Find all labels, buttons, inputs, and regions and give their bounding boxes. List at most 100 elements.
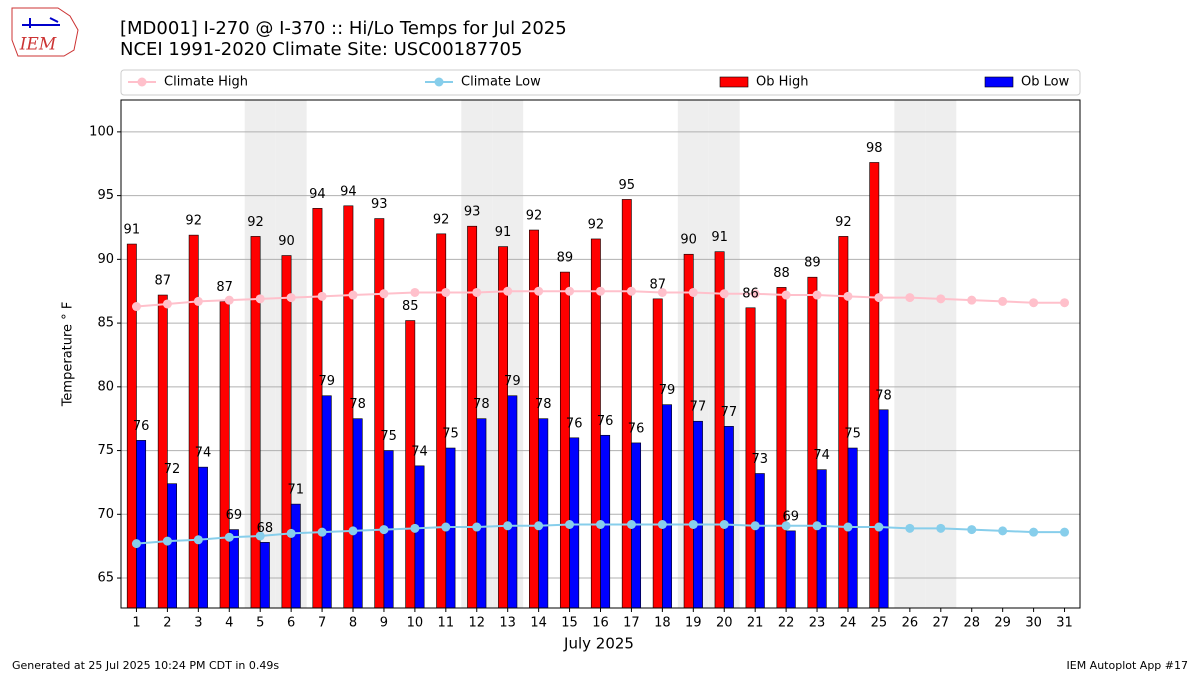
legend-box <box>120 69 1081 96</box>
x-tick-label: 28 <box>963 616 980 631</box>
x-tick-label: 1 <box>132 616 140 631</box>
x-tick-label: 27 <box>933 616 950 631</box>
x-tick-label: 31 <box>1056 616 1073 631</box>
chart-title: [MD001] I-270 @ I-370 :: Hi/Lo Temps for… <box>120 18 567 39</box>
data-label: 74 <box>195 446 212 461</box>
point <box>162 536 172 546</box>
data-label: 72 <box>164 462 181 477</box>
data-label: 75 <box>442 427 459 442</box>
point <box>874 522 884 532</box>
point <box>255 531 265 541</box>
legend-label: Climate High <box>164 75 248 90</box>
y-tick-label: 80 <box>97 379 114 394</box>
bar <box>529 229 539 609</box>
bar <box>157 294 168 609</box>
point <box>224 532 234 542</box>
data-label: 92 <box>433 212 450 227</box>
x-tick-label: 18 <box>654 616 671 631</box>
point <box>596 520 605 530</box>
data-label: 92 <box>526 209 543 224</box>
y-tick-label: 90 <box>97 252 114 267</box>
point <box>255 294 265 304</box>
data-label: 92 <box>185 214 202 229</box>
point <box>596 286 605 296</box>
data-label: 76 <box>566 416 583 431</box>
bar <box>785 530 796 609</box>
x-axis-label: July 2025 <box>563 635 634 653</box>
bar <box>538 418 549 609</box>
data-label: 92 <box>247 215 264 230</box>
point <box>905 523 915 533</box>
data-label: 76 <box>597 414 614 429</box>
point <box>1060 298 1070 308</box>
point <box>379 525 389 535</box>
bar <box>693 420 703 609</box>
chart-subtitle: NCEI 1991-2020 Climate Site: USC00187705 <box>120 39 522 60</box>
plot-area <box>121 100 1080 609</box>
data-label: 74 <box>411 444 428 459</box>
point <box>998 296 1008 306</box>
x-tick-label: 24 <box>840 616 857 631</box>
footer-left: Generated at 25 Jul 2025 10:24 PM CDT in… <box>12 659 279 672</box>
legend-label: Ob High <box>756 75 809 90</box>
bar <box>290 503 301 609</box>
point <box>843 522 853 532</box>
logo-outline <box>11 7 79 57</box>
point <box>193 296 203 306</box>
x-tick-label: 19 <box>685 616 702 631</box>
point <box>565 286 575 296</box>
point <box>503 286 513 296</box>
point <box>379 289 389 299</box>
x-tick-label: 21 <box>747 616 764 631</box>
x-tick-label: 14 <box>530 616 547 631</box>
y-tick-label: 85 <box>97 316 114 331</box>
x-tick-label: 15 <box>561 616 578 631</box>
point <box>750 521 760 531</box>
data-label: 69 <box>226 508 243 523</box>
point <box>657 287 667 297</box>
point <box>1029 298 1039 308</box>
point <box>781 290 791 300</box>
point <box>534 286 544 296</box>
point <box>688 520 698 530</box>
data-label: 87 <box>216 280 233 295</box>
data-label: 78 <box>875 388 892 403</box>
point <box>905 293 915 303</box>
y-tick-label: 75 <box>97 443 114 458</box>
data-label: 71 <box>288 483 305 498</box>
bar <box>374 218 385 609</box>
point <box>719 289 729 299</box>
data-label: 85 <box>402 299 419 314</box>
point <box>626 286 636 296</box>
bar <box>259 542 270 609</box>
data-label: 91 <box>495 225 512 240</box>
point <box>193 535 203 545</box>
data-label: 93 <box>464 205 481 220</box>
plot-frame <box>120 99 1081 609</box>
point <box>1060 527 1070 537</box>
weekend-band <box>925 100 957 608</box>
x-tick-label: 7 <box>318 616 326 631</box>
point <box>317 527 327 537</box>
bar <box>352 418 363 609</box>
bar <box>878 409 889 609</box>
bar <box>405 320 416 609</box>
point <box>131 539 141 549</box>
data-label: 87 <box>649 277 666 292</box>
data-label: 93 <box>371 197 388 212</box>
data-label: 79 <box>318 374 335 389</box>
point <box>317 291 327 301</box>
bar <box>321 395 332 609</box>
x-tick-label: 26 <box>902 616 919 631</box>
point <box>626 520 636 530</box>
x-tick-label: 10 <box>407 616 424 631</box>
bar <box>476 418 487 609</box>
logo: IEM <box>11 7 79 57</box>
bar <box>807 276 818 609</box>
weekend-band <box>894 100 926 608</box>
bar <box>414 465 425 609</box>
y-tick-label: 65 <box>97 571 114 586</box>
point <box>534 521 544 531</box>
data-label: 87 <box>154 274 171 289</box>
